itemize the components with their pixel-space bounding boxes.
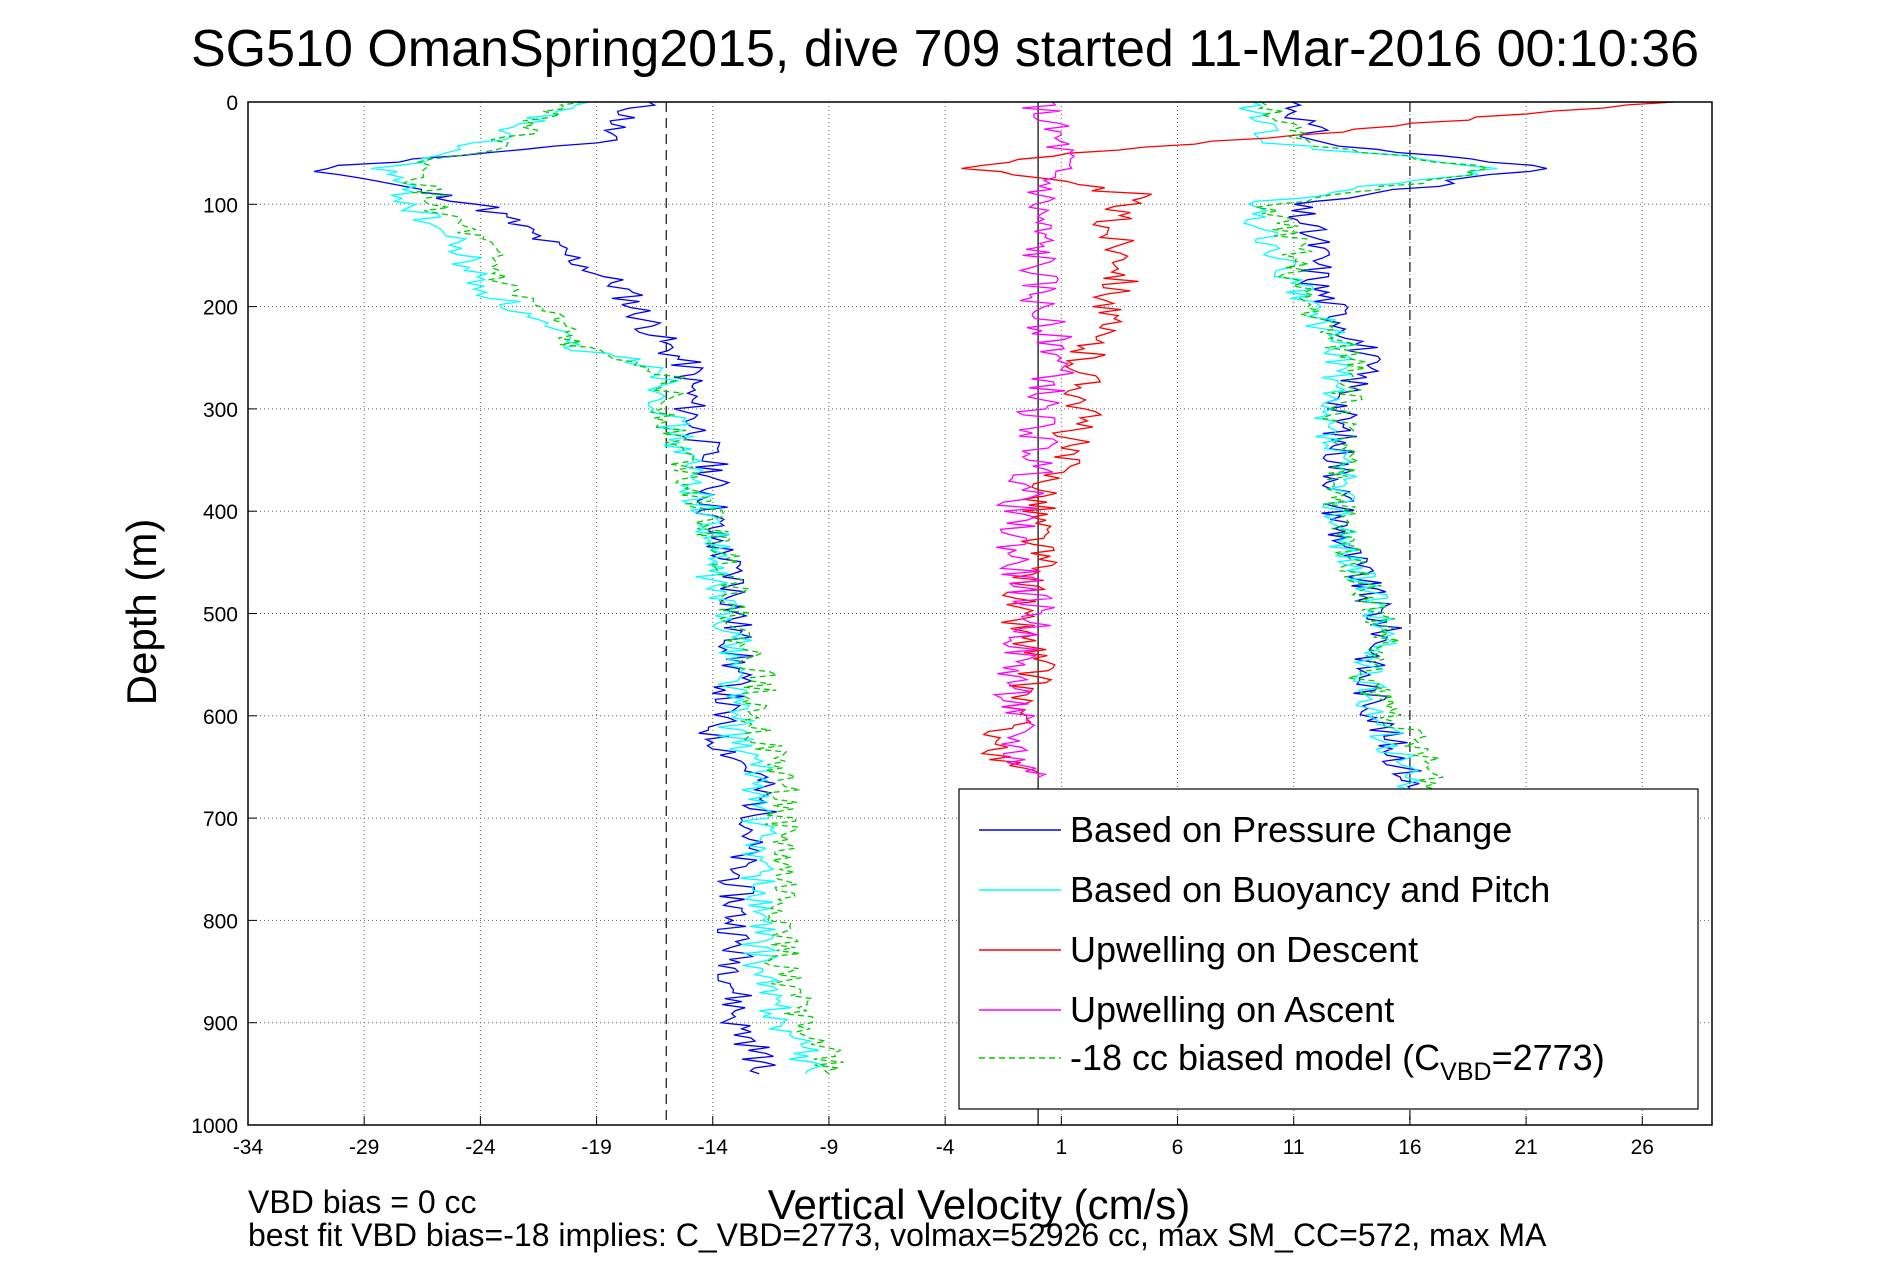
x-tick-label: -19 [581, 1136, 611, 1159]
y-axis-label: Depth (m) [118, 519, 165, 706]
series-line-descent [313, 101, 777, 1075]
series-line-ascent [1283, 101, 1547, 819]
series-line-ascent [1238, 101, 1498, 819]
series-line-descent [370, 101, 826, 1075]
x-tick-label: 1 [1055, 1136, 1067, 1159]
y-tick-label: 300 [203, 399, 238, 422]
x-tick-label: -9 [820, 1136, 839, 1159]
legend-label: Upwelling on Ascent [1070, 989, 1394, 1030]
series-line [991, 101, 1075, 778]
series-layer [313, 101, 1675, 1075]
x-tick-label: 11 [1283, 1136, 1305, 1159]
y-tick-label: 200 [203, 297, 238, 320]
x-tick-label: 6 [1172, 1136, 1184, 1159]
y-tick-label: 1000 [191, 1115, 238, 1138]
x-tick-label: -29 [349, 1136, 379, 1159]
x-axis-label: Vertical Velocity (cm/s) [768, 1181, 1190, 1228]
x-tick-label: 21 [1514, 1136, 1537, 1159]
legend-label: Based on Pressure Change [1070, 809, 1512, 850]
x-tick-label: 16 [1398, 1136, 1421, 1159]
y-tick-label: 700 [203, 808, 238, 831]
series-line-descent [402, 101, 844, 1075]
x-tick-label: -14 [698, 1136, 729, 1159]
series-line [961, 101, 1675, 778]
vbd-bias-note: VBD bias = 0 cc [248, 1184, 477, 1220]
x-tick-label: -34 [233, 1136, 264, 1159]
y-tick-label: 100 [203, 194, 238, 217]
legend-label: -18 cc biased model (CVBD=2773) [1070, 1037, 1605, 1086]
series-line-ascent [1256, 101, 1488, 819]
x-tick-labels: -34 -29 -24 -19 -14 -9 -4 1 6 11 16 21 26 [233, 1116, 1654, 1159]
x-tick-label: -24 [465, 1136, 496, 1159]
legend-label: Upwelling on Descent [1070, 929, 1418, 970]
y-tick-label: 0 [226, 92, 238, 115]
y-tick-label: 400 [203, 501, 238, 524]
y-tick-labels: 0 100 200 300 400 500 600 700 800 900 1000 [191, 92, 257, 1138]
legend: Based on Pressure Change Based on Buoyanc… [958, 788, 1699, 1110]
legend-subscript: VBD [1440, 1058, 1491, 1086]
legend-box [958, 788, 1699, 1110]
y-tick-label: 500 [203, 604, 238, 627]
y-tick-label: 600 [203, 706, 238, 729]
y-tick-label: 900 [203, 1013, 238, 1036]
legend-label-tail: =2773) [1492, 1037, 1605, 1078]
best-fit-note: best fit VBD bias=-18 implies: C_VBD=277… [248, 1217, 1547, 1253]
x-tick-label: 26 [1631, 1136, 1654, 1159]
y-tick-label: 800 [203, 910, 238, 933]
chart-title: SG510 OmanSpring2015, dive 709 started 1… [191, 20, 1699, 78]
x-tick-label: -4 [936, 1136, 955, 1159]
legend-label: Based on Buoyancy and Pitch [1070, 869, 1550, 910]
